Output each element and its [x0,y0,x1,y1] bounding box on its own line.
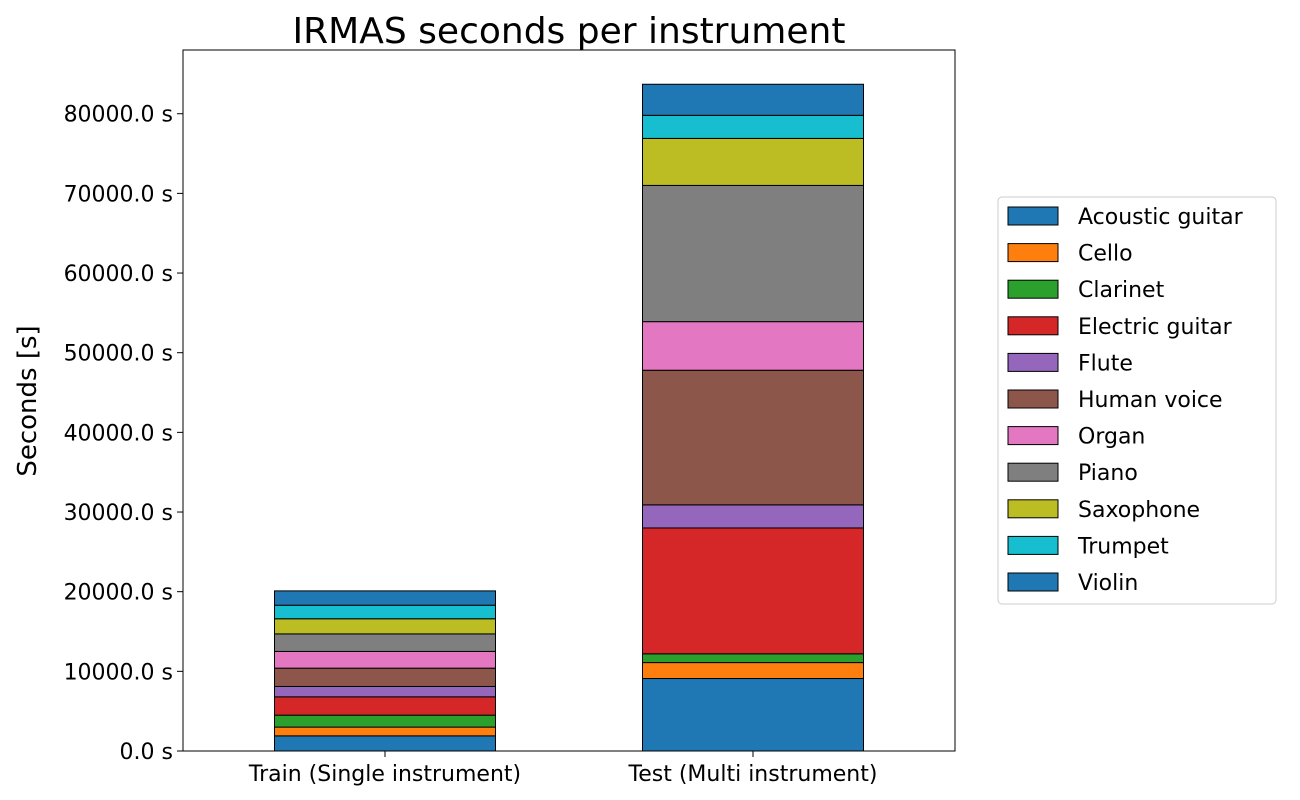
bar-segment [274,618,496,635]
legend-label: Flute [1078,351,1133,376]
plot-frame [182,49,956,752]
y-tick-label: 70000.0 s [64,182,173,207]
bar-segment [274,650,496,669]
bar-segment [642,369,864,506]
legend-items: Acoustic guitar Cello Clarinet Electric gui… [1007,205,1244,596]
x-tick-label: Test (Multi instrument) [628,762,878,787]
bar-segment [642,678,864,752]
legend-label: Trumpet [1077,534,1169,559]
legend-label: Cello [1078,242,1133,267]
legend-label: Organ [1078,425,1145,450]
legend-label: Piano [1078,461,1138,486]
legend-label: Clarinet [1078,278,1165,303]
y-tick-label: 80000.0 s [64,103,173,128]
legend: Acoustic guitar Cello Clarinet Electric gui… [997,196,1277,605]
x-tick-label: Train (Single instrument) [248,762,521,787]
bar-segment [642,184,864,323]
bar-segment [642,321,864,371]
y-tick-label: 40000.0 s [64,421,173,446]
bar-segment [274,714,496,728]
bar-segment [274,590,496,606]
bar-segment [274,633,496,652]
legend-swatch [1007,316,1059,336]
legend-swatch [1007,389,1059,409]
bar-segment [642,137,864,186]
legend-label: Violin [1078,571,1138,596]
legend-box [997,196,1277,605]
y-tick-label: 20000.0 s [64,581,173,606]
bar-segment [642,662,864,680]
bar-segment [642,527,864,655]
y-tick-label: 60000.0 s [64,262,173,287]
legend-label: Human voice [1078,388,1223,413]
y-tick-label: 10000.0 s [64,660,173,685]
legend-swatch [1007,352,1059,372]
y-tick-label: 50000.0 s [64,342,173,367]
bar-segment [274,726,496,737]
legend-swatch [1007,462,1059,482]
legend-swatch [1007,572,1059,592]
bars-layer [274,83,864,752]
legend-swatch [1007,206,1059,226]
bar-segment [642,114,864,139]
bar-segment [642,504,864,529]
chart-title: IRMAS seconds per instrument [293,11,846,52]
y-axis-ticks: 0.0 s 10000.0 s 20000.0 s 30000.0 s 40000.0 … [64,103,183,765]
legend-swatch [1007,279,1059,299]
bar-segment [642,83,864,116]
legend-label: Saxophone [1078,498,1200,523]
legend-swatch [1007,499,1059,519]
legend-label: Electric guitar [1078,315,1233,340]
legend-swatch [1007,243,1059,263]
bar-segment [274,604,496,620]
bar-segment [274,696,496,716]
legend-swatch [1007,426,1059,446]
y-axis-label: Seconds [s] [13,325,43,476]
y-tick-label: 30000.0 s [64,501,173,526]
bar-segment [274,735,496,752]
bar-segment [274,667,496,687]
x-axis-ticks: Train (Single instrument) Test (Multi ins… [248,751,878,787]
legend-swatch [1007,535,1059,555]
legend-label: Acoustic guitar [1078,205,1244,230]
bar-segment [642,653,864,664]
y-tick-label: 0.0 s [120,740,173,765]
bar-segment [274,685,496,698]
